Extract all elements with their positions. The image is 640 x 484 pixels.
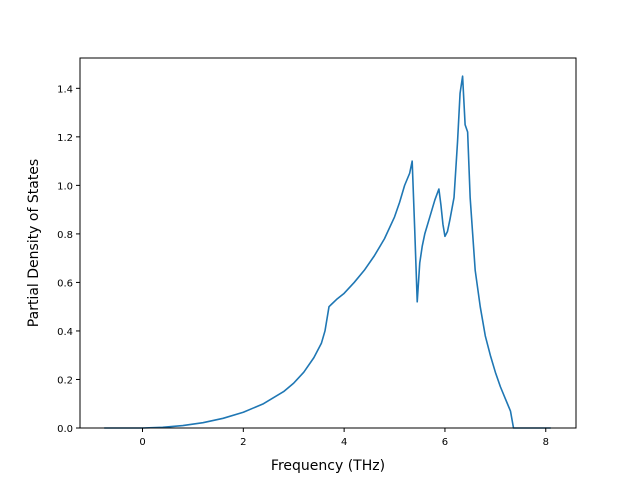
y-tick-label: 1.4 <box>57 84 73 95</box>
plot-area <box>104 75 551 429</box>
y-tick-label: 0.6 <box>57 278 73 289</box>
x-tick-label: 4 <box>341 437 347 448</box>
y-axis-label: Partial Density of States <box>26 159 42 327</box>
x-axis-label: Frequency (THz) <box>271 458 385 474</box>
y-tick-label: 1.0 <box>57 181 73 192</box>
x-tick-label: 0 <box>139 437 145 448</box>
y-tick-label: 0.4 <box>57 327 73 338</box>
y-tick-label: 0.0 <box>57 424 73 435</box>
y-tick-label: 0.8 <box>57 230 73 241</box>
series-line-0 <box>104 75 551 429</box>
y-tick-label: 1.2 <box>57 133 73 144</box>
y-tick-label: 0.2 <box>57 375 73 386</box>
plot-frame <box>79 57 577 429</box>
x-tick-label: 2 <box>240 437 246 448</box>
x-tick-label: 8 <box>543 437 549 448</box>
x-tick-label: 6 <box>442 437 448 448</box>
axis-ticks: 0 2 4 6 8 0.0 0.2 0.4 0.6 0.8 1.0 1.2 1.4 <box>57 84 549 448</box>
